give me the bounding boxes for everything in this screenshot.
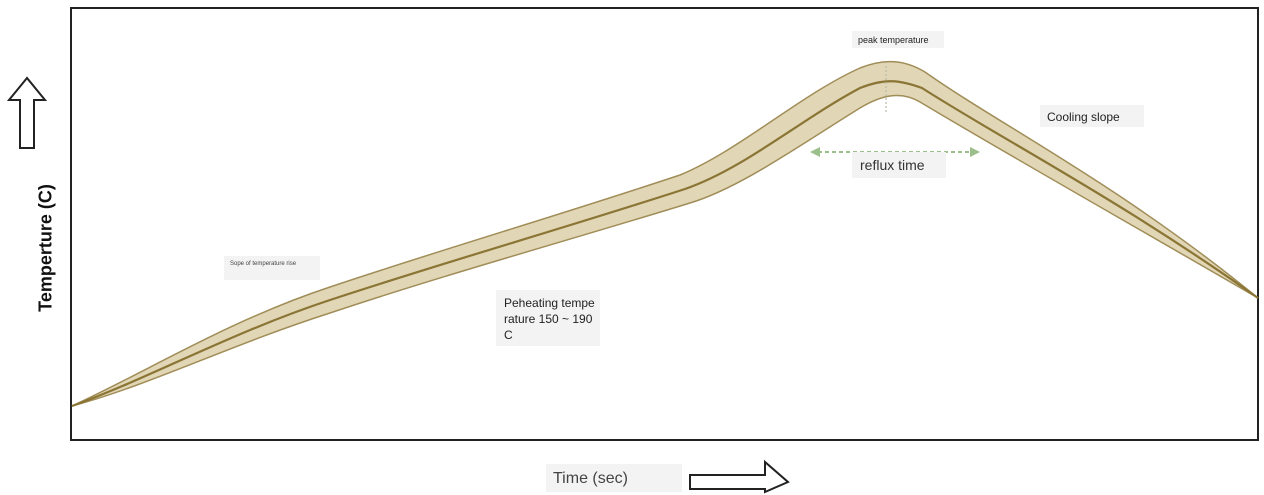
temperature-center-line <box>71 80 1259 408</box>
right-arrow-outline-icon <box>689 459 790 494</box>
preheating-temperature-label: Peheating tempe rature 150 ~ 190 C <box>504 295 614 343</box>
rise-label-bg <box>224 256 320 280</box>
x-axis-label: Time (sec) <box>553 470 628 487</box>
plot-frame <box>70 7 1259 441</box>
cooling-label-bg <box>1040 105 1144 127</box>
time-label-bg <box>546 464 682 492</box>
cooling-slope-label: Cooling slope <box>1047 110 1120 124</box>
reflux-time-label: reflux time <box>860 157 925 173</box>
peak-label-bg <box>852 31 944 48</box>
preheat-line-1: Peheating tempe <box>504 296 595 310</box>
peak-temperature-label: peak temperature <box>858 35 929 45</box>
y-axis-label: Temperture (C) <box>35 184 56 312</box>
reflux-label-bg <box>852 152 946 178</box>
temperature-rise-slope-label: Sope of temperature rise <box>230 261 297 267</box>
up-arrow-outline-icon <box>6 76 48 149</box>
preheat-line-3: C <box>504 328 513 342</box>
preheat-label-bg <box>496 290 600 346</box>
preheat-line-2: rature 150 ~ 190 <box>504 312 593 326</box>
